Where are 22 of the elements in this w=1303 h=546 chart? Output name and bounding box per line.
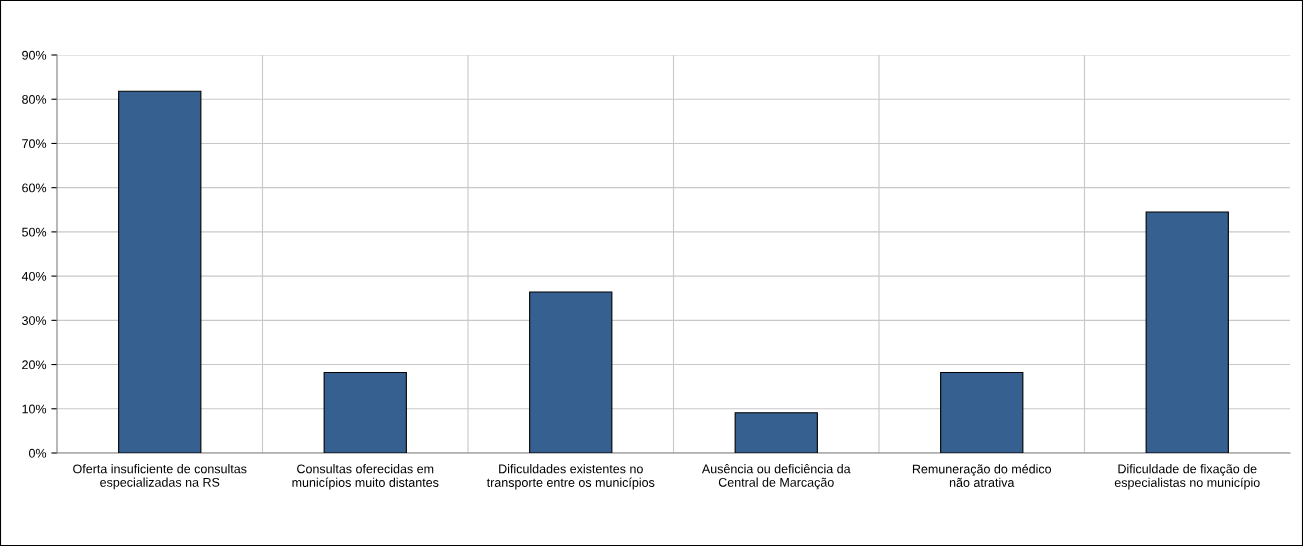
y-tick-label: 70% bbox=[22, 139, 47, 149]
y-tick-label: 20% bbox=[22, 360, 47, 370]
x-tick-label: Oferta insuficiente de consultas especializadas na RS bbox=[73, 464, 247, 490]
y-tick-label: 30% bbox=[22, 316, 47, 325]
bar bbox=[118, 90, 202, 453]
x-tick-label: Dificuldades existentes no transporte entre os municípios bbox=[486, 464, 655, 490]
bar bbox=[940, 371, 1024, 453]
x-tick-label: Remuneração do médico não atrativa bbox=[912, 464, 1052, 487]
y-tick-label: 80% bbox=[22, 95, 47, 104]
x-tick-label: Ausência ou deficiência da Central de Marcação bbox=[701, 464, 851, 490]
x-tick-label: Dificuldade de fixação de especialistas no município bbox=[1114, 464, 1260, 490]
y-tick-label: 90% bbox=[22, 50, 47, 60]
x-tick-label: Consultas oferecidas em municípios muito distantes bbox=[292, 464, 439, 490]
bar bbox=[323, 371, 407, 453]
y-tick-label: 0% bbox=[29, 448, 47, 458]
y-tick-label: 40% bbox=[21, 271, 47, 281]
y-tick-label: 10% bbox=[22, 404, 47, 414]
bar bbox=[734, 412, 818, 453]
bar bbox=[1145, 211, 1229, 453]
y-tick-label: 60% bbox=[22, 183, 47, 193]
y-tick-label: 50% bbox=[22, 227, 47, 237]
bar bbox=[529, 291, 613, 453]
